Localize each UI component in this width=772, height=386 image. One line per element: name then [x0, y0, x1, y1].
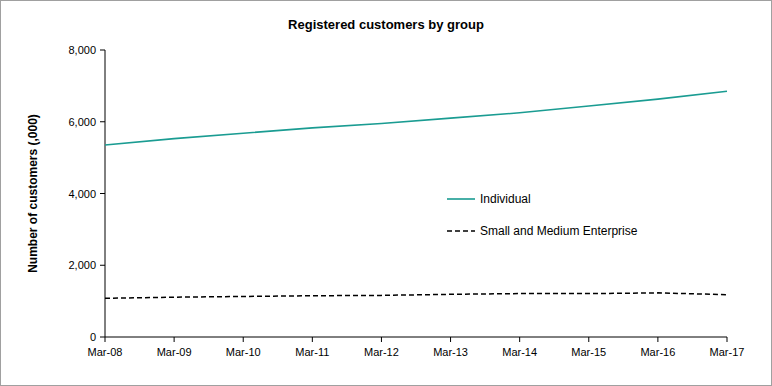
x-tick-label: Mar-08: [88, 346, 123, 358]
y-tick: [100, 193, 105, 194]
y-tick: [100, 337, 105, 338]
legend-label: Small and Medium Enterprise: [480, 224, 638, 238]
x-tick-label: Mar-16: [640, 346, 675, 358]
line-series: [105, 91, 727, 145]
legend-label: Individual: [480, 192, 531, 206]
x-tick-label: Mar-10: [226, 346, 261, 358]
y-tick: [100, 121, 105, 122]
x-tick-label: Mar-11: [295, 346, 329, 358]
x-tick: [727, 337, 728, 342]
x-tick: [519, 337, 520, 342]
x-tick-label: Mar-13: [433, 346, 468, 358]
chart: Registered customers by group Number of c…: [0, 0, 772, 386]
y-tick-label: 2,000: [68, 259, 96, 271]
legend-swatch: [447, 198, 475, 200]
y-tick-label: 4,000: [68, 188, 96, 200]
x-tick: [243, 337, 244, 342]
y-tick-label: 8,000: [68, 44, 96, 56]
x-axis: [105, 337, 727, 338]
x-tick-label: Mar-12: [364, 346, 399, 358]
x-tick-label: Mar-15: [571, 346, 606, 358]
y-tick-label: 0: [90, 331, 96, 343]
y-tick-label: 6,000: [68, 116, 96, 128]
line-series: [105, 293, 727, 298]
y-axis-label: Number of customers (,000): [26, 114, 40, 273]
x-tick-label: Mar-14: [502, 346, 537, 358]
x-tick: [381, 337, 382, 342]
y-tick: [100, 265, 105, 266]
plot-area: [105, 91, 727, 298]
x-tick: [588, 337, 589, 342]
y-tick: [100, 50, 105, 51]
x-tick: [450, 337, 451, 342]
chart-frame: [1, 1, 772, 386]
legend-swatch: [447, 230, 475, 232]
x-tick: [174, 337, 175, 342]
x-tick: [312, 337, 313, 342]
x-tick-label: Mar-09: [157, 346, 192, 358]
x-tick-label: Mar-17: [710, 346, 745, 358]
title: Registered customers by group: [288, 17, 484, 32]
x-tick: [105, 337, 106, 342]
x-tick: [657, 337, 658, 342]
